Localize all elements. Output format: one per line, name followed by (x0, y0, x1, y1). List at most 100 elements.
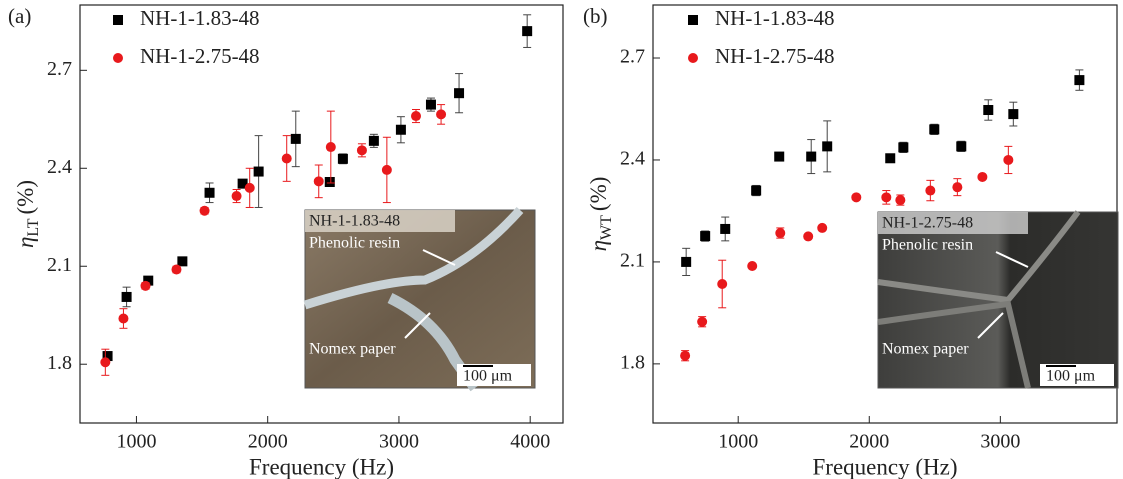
title-bg (878, 212, 1028, 234)
data-point (177, 256, 188, 267)
data-point (368, 135, 379, 146)
y-tick-label: 2.7 (47, 58, 72, 80)
scale-bg (1040, 364, 1114, 386)
data-point (885, 153, 896, 164)
plot-frame (79, 4, 564, 424)
legend-marker (113, 15, 123, 25)
legend-marker (688, 53, 698, 63)
inset-arrow (977, 312, 1004, 339)
data-point (143, 275, 154, 286)
data-point (1074, 75, 1085, 86)
inset-label: Nomex paper (882, 341, 969, 358)
inset-photo (304, 209, 536, 389)
inset-label: Phenolic resin (309, 235, 400, 252)
data-point (231, 191, 242, 202)
y-label-symbol: η (13, 237, 38, 248)
data-point (425, 99, 436, 110)
y-label-subscript: WT (598, 215, 615, 240)
y-tick-label: 1.8 (47, 352, 72, 374)
data-point (697, 316, 708, 327)
y-tick-label: 2.4 (620, 148, 645, 170)
y-label-symbol: η (586, 240, 611, 251)
scale-label: 100 μm (1046, 368, 1096, 385)
data-point (717, 279, 728, 290)
x-tick-label: 1000 (116, 431, 156, 453)
x-tick-label: 4000 (510, 431, 550, 453)
y-tick-label: 2.1 (47, 254, 72, 276)
data-point (822, 141, 833, 152)
data-point (204, 187, 215, 198)
resin-band (387, 293, 480, 392)
data-point (747, 260, 758, 271)
data-point (806, 151, 817, 162)
data-point (881, 192, 892, 203)
legend-marker (688, 15, 698, 25)
data-point (700, 231, 711, 242)
data-point (775, 228, 786, 239)
legend-label: NH-1-1.83-48 (715, 6, 835, 30)
y-tick-label: 2.1 (620, 250, 645, 272)
data-point (324, 176, 335, 187)
data-point (325, 142, 336, 153)
x-tick-label: 3000 (379, 431, 419, 453)
inset-label: Phenolic resin (882, 237, 973, 254)
data-point (983, 105, 994, 116)
data-point (774, 151, 785, 162)
x-tick-label: 3000 (980, 431, 1020, 453)
data-point (313, 176, 324, 187)
data-point (895, 195, 906, 206)
data-point (751, 185, 762, 196)
data-point (100, 357, 111, 368)
y-label-unit: (%) (586, 177, 611, 211)
data-point (977, 171, 988, 182)
y-tick-label: 2.7 (620, 46, 645, 68)
data-point (898, 142, 909, 153)
data-point (118, 313, 129, 324)
scale-label: 100 μm (463, 368, 513, 385)
data-point (681, 256, 692, 267)
data-point (199, 205, 210, 216)
data-point (102, 351, 113, 362)
data-point (411, 111, 421, 122)
x-axis-label: Frequency (Hz) (813, 454, 958, 479)
resin-band (303, 206, 524, 310)
data-point (290, 133, 301, 144)
data-point (337, 153, 348, 164)
x-tick-label: 2000 (849, 431, 889, 453)
data-point (356, 145, 367, 156)
x-tick-label: 2000 (248, 431, 288, 453)
inset-arrow (422, 249, 456, 266)
resin-band (877, 300, 1031, 389)
legend-label: NH-1-2.75-48 (715, 44, 835, 68)
data-point (929, 124, 940, 135)
panel-label: (a) (8, 4, 31, 28)
legend-marker (113, 53, 123, 63)
y-label-subscript: LT (25, 218, 42, 236)
scale-bg (457, 364, 531, 386)
legend-label: NH-1-2.75-48 (140, 44, 260, 68)
data-point (720, 223, 731, 234)
data-point (803, 231, 814, 242)
data-point (1008, 109, 1019, 120)
data-point (454, 88, 465, 99)
data-point (925, 185, 936, 196)
inset-arrow (404, 312, 431, 339)
y-label-unit: (%) (13, 180, 38, 214)
data-point (281, 153, 292, 164)
y-tick-label: 1.8 (620, 351, 645, 373)
y-axis-label: ηLT (%) (13, 180, 41, 248)
data-point (140, 280, 151, 291)
inset-label: Nomex paper (309, 341, 396, 358)
inset-title: NH-1-1.83-48 (309, 213, 400, 230)
data-point (436, 109, 447, 120)
y-axis-label: ηWT (%) (586, 177, 614, 252)
x-tick-label: 1000 (718, 431, 758, 453)
data-point (253, 166, 264, 177)
data-point (952, 182, 963, 193)
data-point (237, 178, 248, 189)
data-point (817, 222, 828, 233)
inset-arrow (995, 251, 1029, 268)
inset-title: NH-1-2.75-48 (882, 215, 973, 232)
y-tick-label: 2.4 (47, 156, 72, 178)
